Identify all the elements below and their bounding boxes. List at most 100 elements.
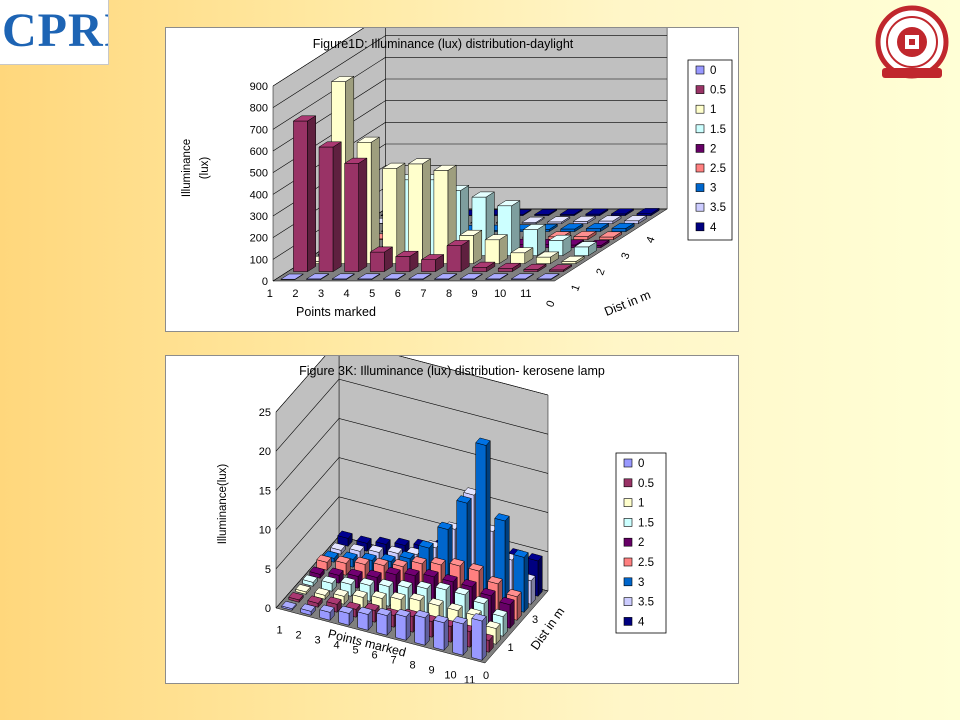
bar-top bbox=[354, 556, 370, 565]
bar-top bbox=[459, 273, 484, 280]
y-tick-label: 400 bbox=[250, 189, 268, 201]
bar-top bbox=[522, 224, 547, 230]
bar-top bbox=[330, 542, 346, 551]
legend-swatch bbox=[623, 498, 633, 507]
bar-front bbox=[369, 251, 385, 272]
bar-top bbox=[319, 604, 335, 613]
bar-top bbox=[484, 273, 509, 280]
bar-top bbox=[368, 544, 384, 553]
legend-swatch bbox=[695, 65, 705, 75]
x-tick-label: 3 bbox=[318, 288, 324, 300]
bar-front bbox=[408, 163, 423, 264]
bar-top bbox=[280, 273, 305, 280]
bar-top bbox=[521, 216, 546, 223]
bar-top bbox=[475, 437, 491, 446]
x-tick-label: 3 bbox=[314, 635, 320, 647]
x-tick-label: 6 bbox=[371, 650, 377, 662]
legend-entry: 2 bbox=[710, 143, 716, 155]
bar-top bbox=[458, 229, 483, 236]
bar-top bbox=[496, 200, 521, 207]
bar-top bbox=[394, 250, 419, 257]
bar-top bbox=[414, 610, 430, 619]
bar-front bbox=[357, 611, 369, 631]
depth-tick-label: 1 bbox=[507, 642, 513, 654]
bar-top bbox=[497, 262, 522, 269]
depth-tick-label: 4 bbox=[644, 235, 657, 245]
legend-swatch bbox=[695, 202, 705, 212]
x-tick-label: 5 bbox=[352, 645, 358, 657]
bar-side bbox=[396, 162, 406, 265]
legend-entry: 3.5 bbox=[638, 597, 654, 609]
bar-top bbox=[433, 273, 458, 280]
bar-top bbox=[548, 264, 573, 271]
legend-swatch bbox=[695, 144, 705, 153]
y-tick-label: 20 bbox=[259, 446, 271, 458]
bar-top bbox=[408, 273, 433, 280]
bar-top bbox=[506, 588, 522, 598]
bar-top bbox=[584, 208, 609, 215]
bar-front bbox=[599, 236, 614, 240]
bar-top bbox=[573, 241, 598, 248]
bar-front bbox=[611, 213, 626, 216]
bar-front bbox=[293, 120, 308, 272]
bar-top bbox=[561, 255, 586, 262]
bar-side bbox=[424, 612, 430, 646]
legend-entry: 2 bbox=[638, 537, 644, 549]
y-tick-label: 300 bbox=[250, 211, 268, 223]
bar-top bbox=[307, 595, 323, 604]
legend-entry: 1.5 bbox=[710, 124, 726, 136]
bar-top bbox=[356, 535, 372, 544]
bar-top bbox=[375, 536, 391, 545]
legend-entry: 1.5 bbox=[638, 517, 654, 529]
depth-tick-label: 3 bbox=[619, 251, 632, 261]
bar-top bbox=[480, 588, 496, 597]
bar-top bbox=[395, 608, 411, 618]
x-tick-label: 4 bbox=[333, 640, 339, 652]
bar-top bbox=[366, 569, 382, 578]
bar-top bbox=[381, 162, 406, 169]
bar-front bbox=[446, 245, 462, 272]
legend-swatch bbox=[695, 222, 705, 232]
bar-top bbox=[343, 157, 368, 164]
bar-front bbox=[611, 228, 627, 232]
bar-top bbox=[473, 596, 489, 605]
bar-front bbox=[433, 170, 449, 264]
bar-front bbox=[636, 213, 652, 216]
legend-swatch bbox=[623, 518, 633, 527]
bar-front bbox=[344, 163, 359, 272]
x-tick-label: 8 bbox=[409, 660, 415, 672]
x-tick-label: 8 bbox=[446, 288, 452, 300]
bar-top bbox=[597, 215, 622, 222]
bar-top bbox=[378, 578, 394, 587]
bar-top bbox=[330, 76, 355, 82]
bar-top bbox=[318, 141, 343, 148]
bar-front bbox=[395, 613, 407, 641]
x-tick-label: 2 bbox=[292, 288, 298, 300]
bar-top bbox=[623, 215, 648, 222]
bar-front bbox=[395, 256, 411, 272]
gridline bbox=[275, 356, 549, 413]
bar-top bbox=[373, 557, 389, 566]
bar-top bbox=[585, 223, 610, 229]
y-tick-label: 15 bbox=[259, 485, 271, 497]
bar-side bbox=[443, 617, 449, 651]
bar-top bbox=[385, 566, 401, 576]
bar-top bbox=[295, 584, 311, 593]
bar-side bbox=[485, 440, 491, 603]
depth-tick-label: 0 bbox=[544, 299, 557, 309]
depth-tick-label: 2 bbox=[594, 267, 607, 277]
x-tick-label: 10 bbox=[444, 670, 456, 682]
bar-top bbox=[442, 574, 458, 583]
cpri-logo: CPRI bbox=[0, 0, 109, 65]
bar-side bbox=[523, 551, 529, 613]
bar-top bbox=[433, 164, 458, 171]
bar-top bbox=[437, 521, 453, 530]
bar-top bbox=[572, 231, 597, 237]
legend-entry: 4 bbox=[638, 616, 645, 628]
bar-front bbox=[421, 259, 436, 272]
depth-tick-label: 3 bbox=[532, 614, 538, 626]
legend-entry: 3.5 bbox=[710, 202, 726, 214]
depth-axis-label: Dist in m bbox=[528, 605, 567, 653]
legend-swatch bbox=[695, 163, 705, 173]
